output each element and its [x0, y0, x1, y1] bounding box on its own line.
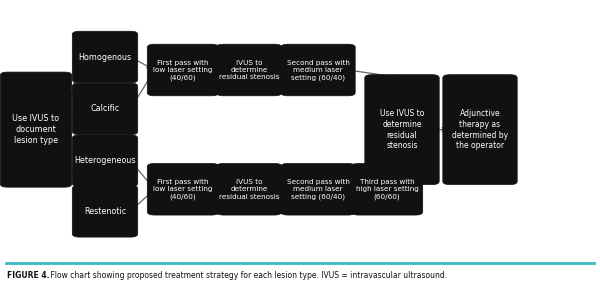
FancyBboxPatch shape [72, 31, 138, 83]
FancyBboxPatch shape [72, 135, 138, 187]
Text: Flow chart showing proposed treatment strategy for each lesion type. IVUS = intr: Flow chart showing proposed treatment st… [48, 271, 447, 280]
FancyBboxPatch shape [216, 164, 282, 215]
Text: Second pass with
medium laser
setting (60/40): Second pass with medium laser setting (6… [287, 179, 349, 200]
FancyBboxPatch shape [72, 185, 138, 237]
Text: IVUS to
determine
residual stenosis: IVUS to determine residual stenosis [219, 179, 279, 199]
FancyBboxPatch shape [281, 44, 355, 96]
FancyBboxPatch shape [148, 44, 218, 96]
FancyBboxPatch shape [0, 72, 72, 187]
Text: Use IVUS to
document
lesion type: Use IVUS to document lesion type [13, 114, 59, 145]
FancyBboxPatch shape [281, 164, 355, 215]
Text: Calcific: Calcific [91, 104, 119, 114]
FancyBboxPatch shape [365, 75, 439, 184]
Text: IVUS to
determine
residual stenosis: IVUS to determine residual stenosis [219, 60, 279, 80]
FancyBboxPatch shape [352, 164, 422, 215]
Text: First pass with
low laser setting
(40/60): First pass with low laser setting (40/60… [153, 60, 213, 80]
Text: Homogenous: Homogenous [79, 52, 131, 62]
Text: Adjunctive
therapy as
determined by
the operator: Adjunctive therapy as determined by the … [452, 109, 508, 150]
Text: Third pass with
high laser setting
(60/60): Third pass with high laser setting (60/6… [356, 179, 418, 200]
FancyBboxPatch shape [443, 75, 517, 184]
FancyBboxPatch shape [72, 83, 138, 135]
Text: Use IVUS to
determine
residual
stenosis: Use IVUS to determine residual stenosis [380, 109, 424, 150]
Text: FIGURE 4.: FIGURE 4. [7, 271, 50, 280]
Text: Second pass with
medium laser
setting (60/40): Second pass with medium laser setting (6… [287, 60, 349, 80]
FancyBboxPatch shape [216, 44, 282, 96]
FancyBboxPatch shape [148, 164, 218, 215]
Text: First pass with
low laser setting
(40/60): First pass with low laser setting (40/60… [153, 179, 213, 200]
Text: Restenotic: Restenotic [84, 207, 126, 216]
Text: Heterogeneous: Heterogeneous [74, 156, 136, 165]
